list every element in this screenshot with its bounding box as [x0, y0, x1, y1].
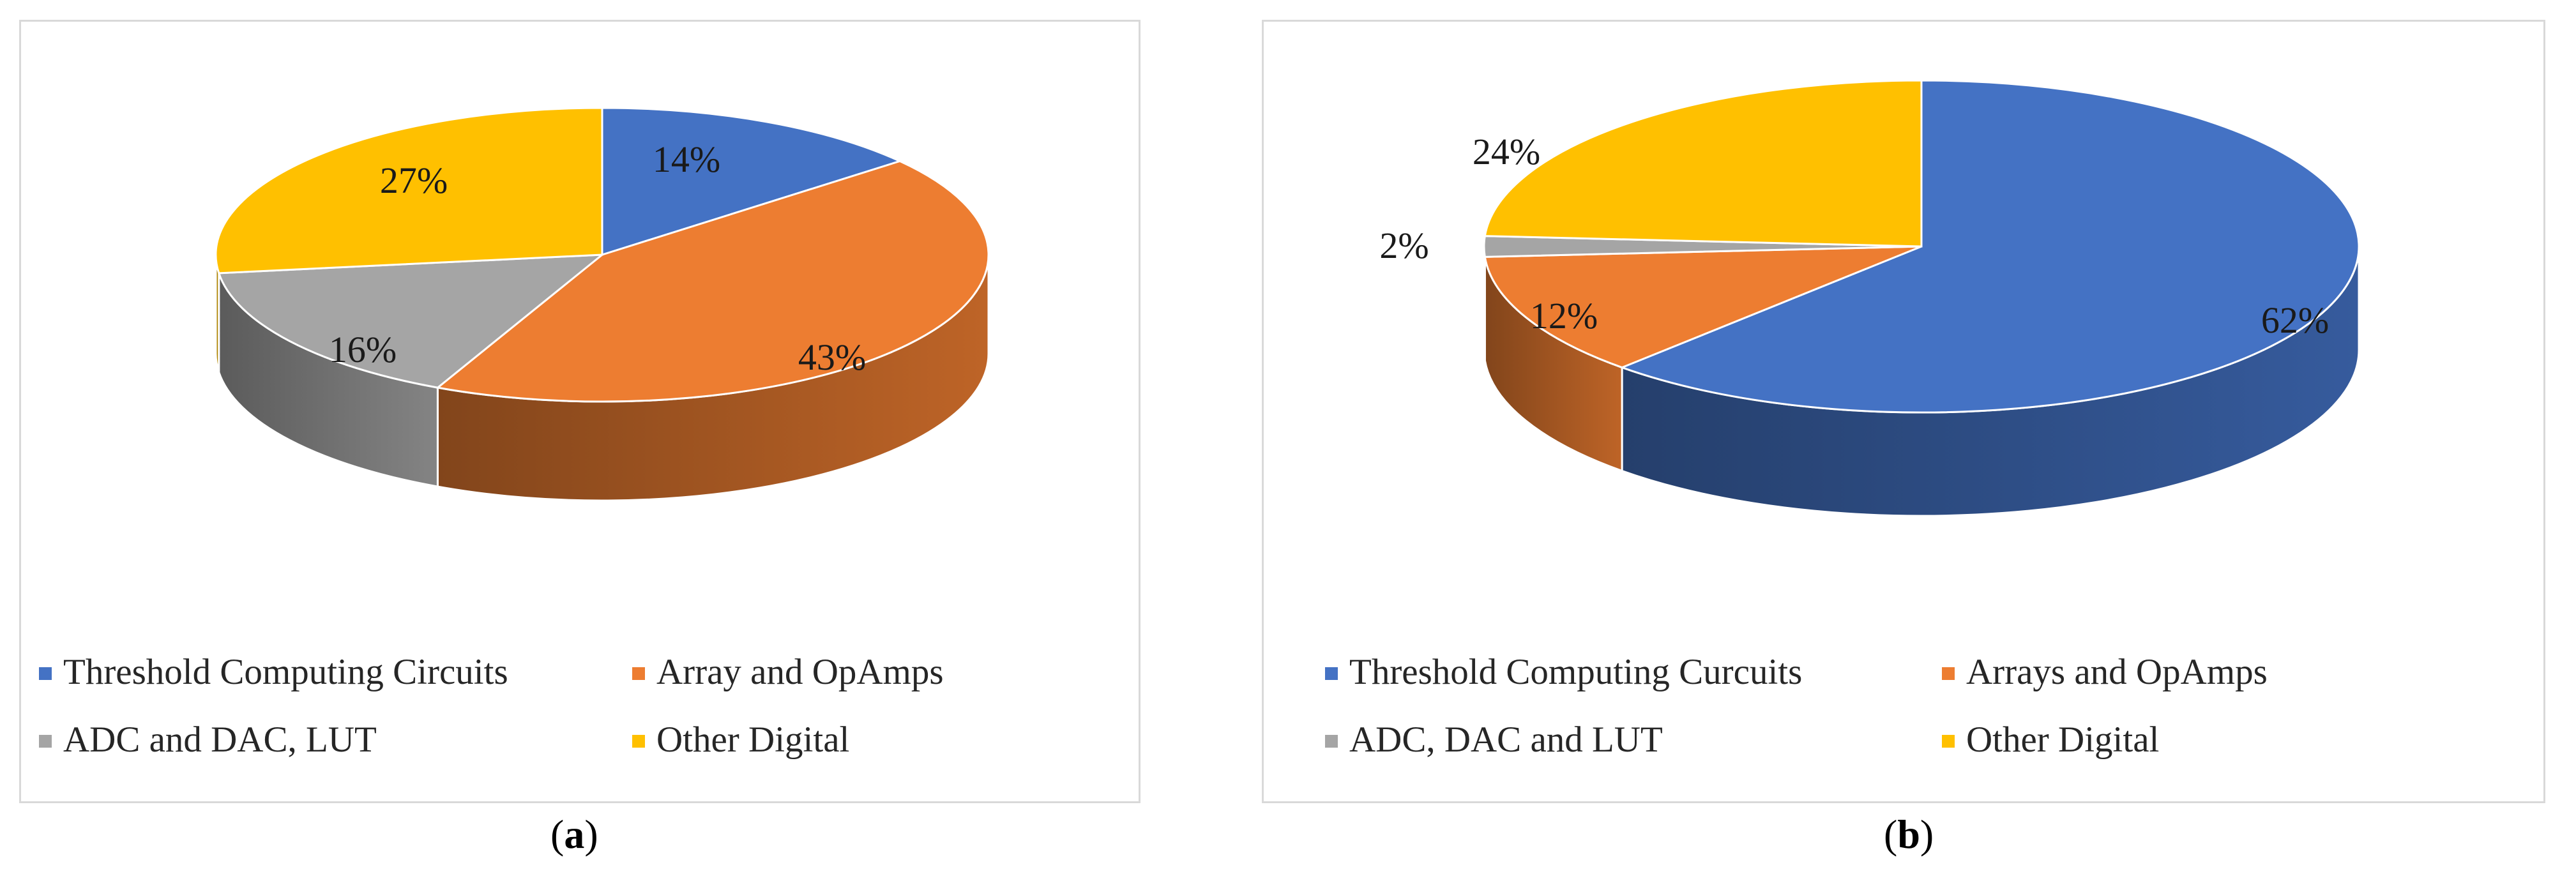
- pie-side-1-2: [1483, 246, 1486, 361]
- pie-slice-0-3: [215, 107, 603, 275]
- data-label-0-0: 14%: [653, 139, 720, 180]
- legend-label-0-1: Array and OpAmps: [656, 652, 944, 692]
- data-label-0-1: 43%: [798, 336, 866, 378]
- pie-slice-0-1: [435, 160, 990, 403]
- pie-slice-0-2: [217, 253, 605, 389]
- legend-swatch-0-3: [632, 735, 645, 748]
- legend-swatch-1-0: [1325, 667, 1338, 680]
- legend-swatch-0-2: [39, 735, 52, 748]
- legend-swatch-1-3: [1942, 735, 1955, 748]
- pie-chart-b: 62% 12% 2% 24% Threshold Computing Curcuits A…: [1325, 79, 2360, 760]
- data-label-1-2: 2%: [1379, 225, 1428, 266]
- data-label-1-3: 24%: [1473, 131, 1540, 172]
- legend-label-0-0: Threshold Computing Circuits: [63, 652, 508, 692]
- legend-swatch-0-0: [39, 667, 52, 680]
- pie-slice-1-0: [1619, 79, 2360, 414]
- data-label-0-2: 16%: [329, 329, 397, 370]
- legend-swatch-1-2: [1325, 735, 1338, 748]
- legend-label-1-0: Threshold Computing Curcuits: [1349, 652, 1802, 692]
- pie-chart-a: 14% 43% 16% 27% Threshold Computing Circuits…: [39, 107, 990, 760]
- data-label-1-0: 62%: [2261, 299, 2329, 341]
- pie-slice-1-1: [1483, 245, 1922, 369]
- pie-slice-1-3: [1483, 79, 1923, 248]
- chart-panel-b: 62% 12% 2% 24% Threshold Computing Curcuits A…: [1262, 20, 2545, 803]
- legend-label-0-2: ADC and DAC, LUT: [63, 720, 377, 760]
- data-label-0-3: 27%: [380, 160, 448, 201]
- legend-label-0-3: Other Digital: [656, 720, 849, 760]
- legend-label-1-1: Arrays and OpAmps: [1966, 652, 2268, 692]
- legend-label-1-3: Other Digital: [1966, 720, 2159, 760]
- legend-swatch-1-1: [1942, 667, 1955, 680]
- chart-panel-a: 14% 43% 16% 27% Threshold Computing Circuits…: [19, 20, 1140, 803]
- legend-label-1-2: ADC, DAC and LUT: [1349, 720, 1663, 760]
- data-label-1-1: 12%: [1530, 295, 1598, 336]
- pie-slice-0-0: [601, 107, 903, 257]
- caption-b: (b): [1884, 811, 1934, 857]
- caption-a: (a): [550, 811, 598, 857]
- legend-swatch-0-1: [632, 667, 645, 680]
